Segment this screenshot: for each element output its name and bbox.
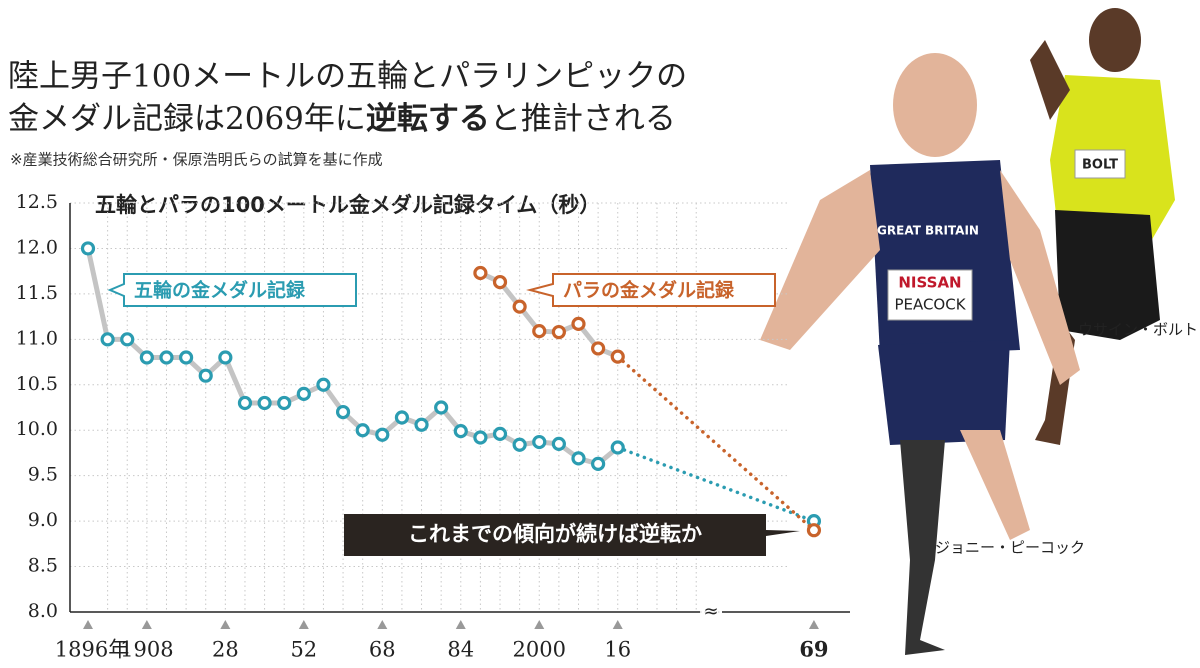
y-tick-label: 9.5 xyxy=(28,464,58,486)
data-point xyxy=(355,423,370,438)
data-point xyxy=(610,349,625,364)
x-tick-mark xyxy=(612,620,623,629)
chart-title: 五輪とパラの100メートル金メダル記録タイム（秒） xyxy=(95,193,600,217)
data-point xyxy=(492,274,508,290)
annotation-box xyxy=(344,514,800,556)
source-note: ※産業技術総合研究所・保原浩明氏らの試算を基に作成 xyxy=(10,151,383,169)
annotation: これまでの傾向が続けば逆転か xyxy=(408,522,702,546)
data-point xyxy=(257,395,272,411)
data-point xyxy=(551,436,566,451)
bib-text: PEACOCK xyxy=(894,296,966,314)
data-point xyxy=(394,410,410,425)
data-point xyxy=(335,404,351,420)
data-point xyxy=(591,456,606,471)
x-tick-mark xyxy=(83,620,93,629)
data-point xyxy=(277,395,292,411)
x-tick-mark xyxy=(377,620,388,629)
data-point xyxy=(414,417,429,432)
data-point xyxy=(591,341,606,356)
data-point xyxy=(218,350,233,365)
x-tick-mark xyxy=(141,620,152,629)
data-point xyxy=(512,299,527,314)
data-point xyxy=(532,324,547,339)
legend-box xyxy=(526,273,776,307)
data-point xyxy=(806,523,822,538)
data-point xyxy=(237,395,253,411)
data-point xyxy=(198,368,213,383)
data-point xyxy=(159,350,174,365)
title-part: 金メダル記録は2069年に xyxy=(8,101,366,137)
axis-break: ≈ xyxy=(703,601,718,622)
data-point xyxy=(120,332,135,347)
series-line xyxy=(85,247,620,467)
projection-line xyxy=(615,354,816,532)
x-tick-label: 16 xyxy=(604,638,631,662)
projection-line xyxy=(615,445,816,523)
x-tick-mark xyxy=(808,620,819,629)
data-point xyxy=(473,430,488,445)
x-tick-mark xyxy=(534,620,545,629)
data-point xyxy=(610,440,625,455)
legend-label: 五輪の金メダル記録 xyxy=(134,279,306,302)
title-line: 金メダル記録は2069年に逆転すると推計される xyxy=(8,101,676,137)
photo-caption: ジョニー・ピーコック xyxy=(935,539,1085,557)
data-point xyxy=(492,426,508,441)
y-tick-label: 9.0 xyxy=(28,509,58,531)
photo-peacock: GREAT BRITAIN NISSAN PEACOCK ジョニー・ピーコック xyxy=(760,53,1085,655)
shirt-text: GREAT BRITAIN xyxy=(877,224,979,238)
data-point xyxy=(512,437,527,452)
y-tick-label: 12.0 xyxy=(16,236,58,258)
y-tick-label: 11.5 xyxy=(16,282,58,304)
legend-label: パラの金メダル記録 xyxy=(563,279,735,302)
y-tick-label: 8.0 xyxy=(28,600,58,622)
y-tick-label: 10.0 xyxy=(16,418,58,440)
data-point xyxy=(316,377,331,392)
legend-box xyxy=(107,273,357,307)
data-point xyxy=(532,434,547,450)
x-tick-label: 84 xyxy=(447,638,474,662)
x-tick-label: 68 xyxy=(369,638,396,662)
photo-caption: ウサイン・ボルト xyxy=(1078,321,1198,339)
x-tick-mark xyxy=(298,620,309,629)
x-tick-mark xyxy=(220,620,231,629)
data-point xyxy=(375,427,390,442)
data-point xyxy=(571,451,586,466)
data-point xyxy=(100,332,115,347)
x-tick-label: 1896年 xyxy=(55,638,129,662)
data-point xyxy=(139,350,154,365)
x-tick-label: 69 xyxy=(799,637,828,662)
photo-bolt: BOLT ウサイン・ボルト xyxy=(1030,8,1198,445)
y-tick-label: 8.5 xyxy=(28,555,58,577)
sponsor-text: NISSAN xyxy=(898,274,961,292)
x-tick-label: 1908 xyxy=(120,638,173,662)
x-tick-mark xyxy=(455,620,466,629)
data-point xyxy=(296,386,311,401)
x-tick-label: 52 xyxy=(290,638,317,662)
data-point xyxy=(434,400,449,415)
title-emphasis: 逆転する xyxy=(366,101,490,137)
bib-text: BOLT xyxy=(1082,158,1118,173)
data-point xyxy=(453,424,468,439)
title-line: 陸上男子100メートルの五輪とパラリンピックの xyxy=(8,59,687,95)
y-tick-label: 12.5 xyxy=(16,191,58,213)
title-part: と推計される xyxy=(490,101,676,137)
y-tick-label: 10.5 xyxy=(16,373,58,395)
data-point xyxy=(80,241,96,256)
x-tick-label: 28 xyxy=(212,638,239,662)
x-tick-label: 2000 xyxy=(513,638,566,662)
y-tick-label: 11.0 xyxy=(16,327,58,349)
data-point xyxy=(571,316,586,331)
data-point xyxy=(473,265,488,281)
plot: 8.0 8.5 9.0 9.5 10.0 10.5 11.0 11.5 12.0 12.5 ≈189… xyxy=(16,191,850,662)
data-point xyxy=(551,324,566,340)
data-point xyxy=(179,350,194,365)
